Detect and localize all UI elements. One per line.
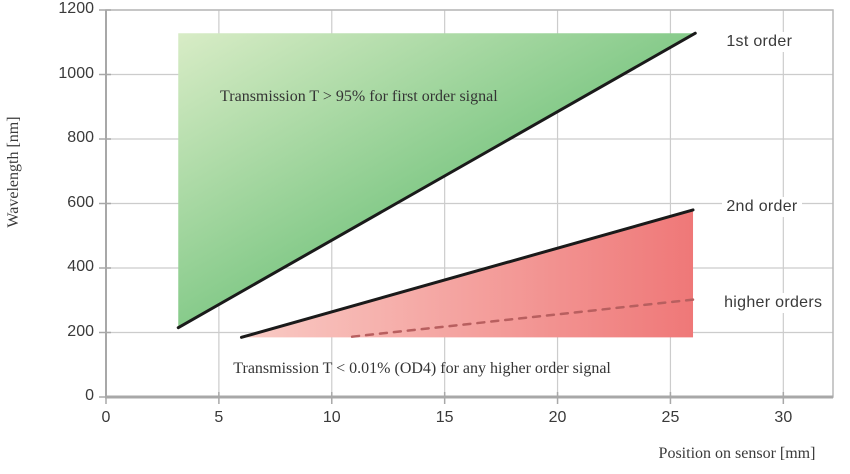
x-tick-label-15: 15 — [435, 409, 454, 426]
y-tick-label-200: 200 — [67, 322, 94, 340]
y-tick-label-400: 400 — [67, 258, 94, 275]
first-order-line — [176, 31, 697, 330]
first-order-label: 1st order — [722, 32, 797, 53]
y-tick-label-600: 600 — [67, 193, 94, 211]
x-tick-label-20: 20 — [548, 409, 567, 426]
first-order-region-shape — [178, 33, 696, 328]
y-tick-label-1200: 1200 — [58, 0, 94, 17]
y-axis-title: Wavelength [nm] — [5, 116, 22, 228]
x-tick-label-30: 30 — [774, 409, 793, 426]
higher-order-transmission-annotation: Transmission T < 0.01% (OD4) for any hig… — [233, 359, 611, 377]
second-order-label: 2nd order — [722, 196, 802, 217]
x-tick-label-10: 10 — [322, 409, 341, 426]
x-tick-label-5: 5 — [214, 409, 224, 426]
x-tick-label-0: 0 — [101, 409, 111, 426]
x-tick-label-25: 25 — [661, 409, 680, 426]
higher-orders-label: higher orders — [720, 293, 827, 314]
y-tick-label-800: 800 — [67, 129, 94, 146]
higher-orders-line — [350, 298, 695, 338]
x-axis-title: Position on sensor [mm] — [658, 445, 816, 462]
first-order-transmission-annotation: Transmission T > 95% for first order sig… — [220, 88, 498, 106]
y-tick-label-1000: 1000 — [58, 64, 94, 82]
y-tick-label-0: 0 — [85, 387, 94, 404]
second-order-line — [239, 208, 695, 339]
